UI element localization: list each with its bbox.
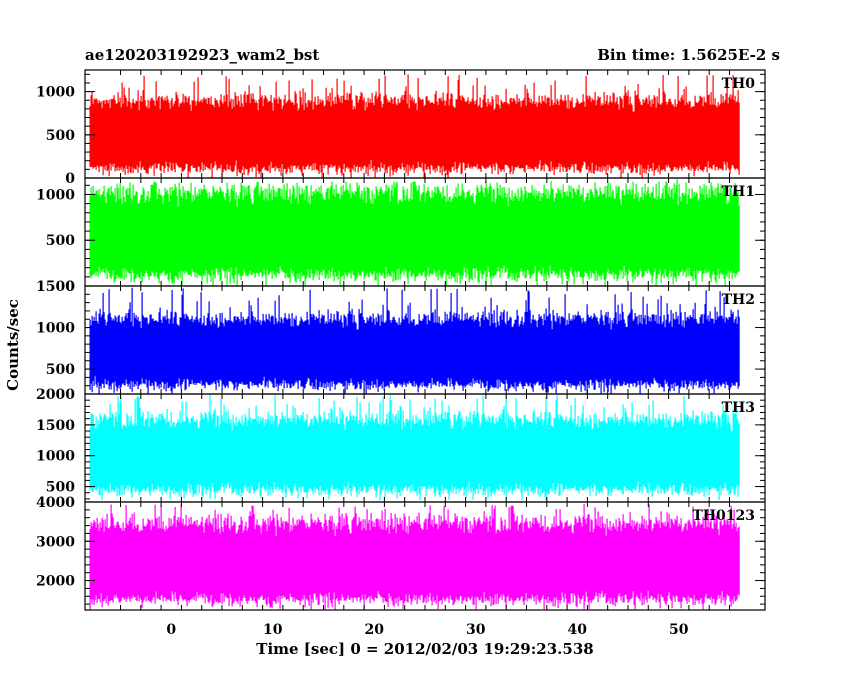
x-tick-label: 20	[365, 622, 385, 638]
y-tick-label: 1000	[36, 187, 75, 203]
series-th1-band	[89, 179, 740, 286]
y-tick-label: 2000	[36, 574, 75, 590]
y-tick-label: 500	[46, 233, 75, 249]
x-tick-label: 0	[166, 622, 176, 638]
y-tick-label: 500	[46, 128, 75, 144]
series-label-th2: TH2	[722, 292, 755, 308]
x-axis-label: Time [sec] 0 = 2012/02/03 19:29:23.538	[256, 640, 593, 658]
series-label-th0123: TH0123	[692, 508, 755, 524]
series-label-th0: TH0	[722, 76, 756, 92]
chart-title: ae120203192923_wam2_bst	[85, 46, 319, 64]
y-tick-label: 1000	[36, 321, 75, 337]
series-label-th3: TH3	[722, 400, 755, 416]
y-tick-label: 4000	[36, 495, 75, 511]
y-tick-label: 1000	[36, 85, 75, 101]
y-tick-label: 0	[65, 279, 75, 295]
panel-th2: 500 1000 1500 TH2	[36, 279, 766, 395]
series-th0123-band	[89, 504, 740, 610]
y-tick-label: 3000	[36, 534, 75, 550]
panel-th1: 0 500 1000 TH1	[36, 177, 766, 295]
panel-th0: 0 500 1000 TH0	[36, 69, 766, 187]
y-tick-label: 1500	[36, 279, 75, 295]
series-th3-band	[89, 394, 740, 501]
x-tick-label: 30	[466, 622, 486, 638]
x-tick-label: 10	[263, 622, 283, 638]
y-tick-label: 500	[46, 480, 75, 496]
y-tick-label: 0	[65, 171, 75, 187]
panel-th3: 500 1000 1500 2000 TH3	[36, 387, 766, 503]
y-tick-label: 2000	[36, 387, 75, 403]
series-th2-band	[89, 287, 740, 394]
series-th0-band	[89, 74, 740, 178]
x-tick-label: 50	[669, 622, 689, 638]
series-label-th1: TH1	[722, 184, 755, 200]
x-tick-label: 40	[567, 622, 587, 638]
y-tick-label: 1500	[36, 418, 75, 434]
y-axis-label: Counts/sec	[4, 299, 22, 391]
y-tick-label: 1000	[36, 449, 75, 465]
panel-th0123: 2000 3000 4000 TH0123	[36, 495, 766, 611]
bin-time-label: Bin time: 1.5625E-2 s	[597, 46, 780, 64]
y-tick-label: 500	[46, 362, 75, 378]
